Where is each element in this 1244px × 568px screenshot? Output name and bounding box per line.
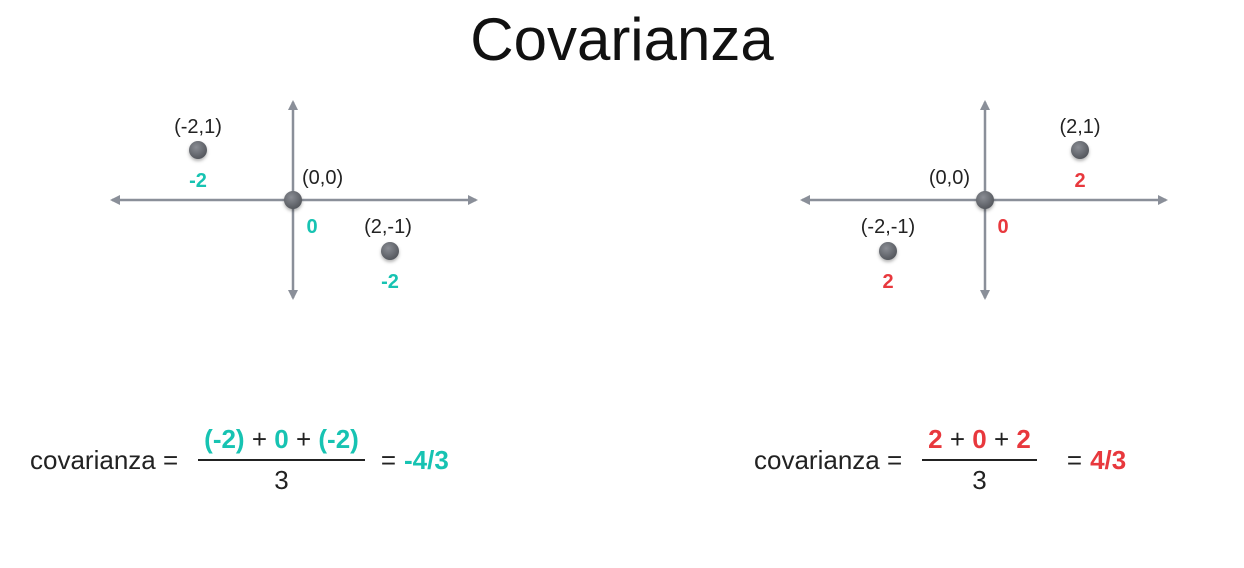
point-coord-label: (2,-1) (364, 216, 412, 238)
formula-term: 0 (972, 424, 987, 454)
formula-result: -4/3 (404, 444, 449, 475)
formula-label: covarianza = (754, 444, 903, 475)
point-product-label: -2 (381, 271, 399, 293)
point (976, 191, 994, 209)
formula-result: 4/3 (1090, 444, 1127, 475)
point-coord-label: (0,0) (302, 167, 343, 189)
right-covariance-formula: covarianza = 2 + 0 + 2 3 = 4/3 (754, 424, 1126, 496)
formula-equals: = (1066, 444, 1083, 475)
point-product-label: 0 (306, 216, 317, 238)
formula-denominator: 3 (198, 459, 365, 496)
formula-plus: + (949, 424, 966, 454)
point-product-label: -2 (189, 170, 207, 192)
formula-numerator: (-2) + 0 + (-2) (198, 424, 365, 459)
point (284, 191, 302, 209)
point (879, 242, 897, 260)
point-coord-label: (2,1) (1059, 116, 1100, 138)
left-covariance-formula: covarianza = (-2) + 0 + (-2) 3 = -4/3 (30, 424, 449, 496)
point-product-label: 0 (997, 216, 1008, 238)
formula-term: (-2) (318, 424, 359, 454)
formula-term: 0 (274, 424, 289, 454)
point-product-label: 2 (882, 271, 893, 293)
formula-denominator: 3 (922, 459, 1037, 496)
point (189, 141, 207, 159)
point-product-label: 2 (1074, 170, 1085, 192)
formula-plus: + (251, 424, 268, 454)
formula-term: 2 (1016, 424, 1031, 454)
formula-label: covarianza = (30, 444, 179, 475)
point-coord-label: (-2,1) (174, 116, 222, 138)
left-diagram: (-2,1) -2 (0,0) 0 (2,-1) -2 (110, 100, 478, 300)
formula-term: 2 (928, 424, 943, 454)
point-coord-label: (0,0) (929, 167, 970, 189)
formula-fraction: 2 + 0 + 2 3 (922, 424, 1037, 496)
right-diagram: (2,1) 2 (0,0) 0 (-2,-1) 2 (800, 100, 1168, 300)
point-coord-label: (-2,-1) (861, 216, 915, 238)
point (1071, 141, 1089, 159)
formula-numerator: 2 + 0 + 2 (922, 424, 1037, 459)
formula-plus: + (993, 424, 1010, 454)
formula-plus: + (295, 424, 312, 454)
formula-fraction: (-2) + 0 + (-2) 3 (198, 424, 365, 496)
page-title: Covarianza (470, 6, 774, 73)
formula-equals: = (380, 444, 396, 475)
formula-term: (-2) (204, 424, 245, 454)
point (381, 242, 399, 260)
